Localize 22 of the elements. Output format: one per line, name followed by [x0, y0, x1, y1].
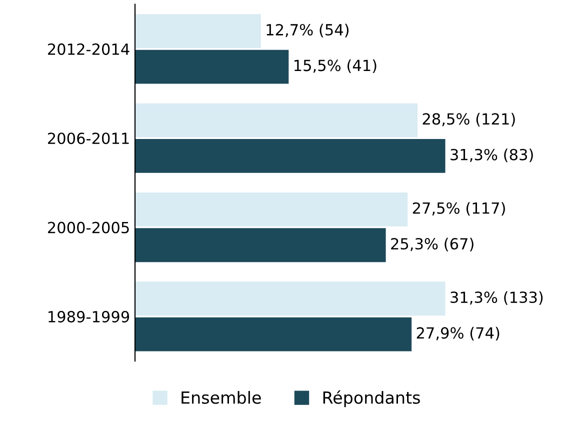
- bar: [135, 282, 446, 316]
- data-label: 15,5% (41): [294, 59, 376, 74]
- data-label: 31,3% (133): [450, 291, 543, 305]
- data-label: 27,9% (74): [416, 326, 500, 341]
- bar: [135, 103, 418, 138]
- bar: [135, 317, 412, 352]
- bar: [135, 228, 386, 262]
- legend-label: Ensemble: [182, 390, 261, 404]
- legend-label: Répondants: [323, 390, 420, 408]
- y-tick-label: 2006-2011: [48, 132, 129, 144]
- y-tick-label: 2000-2005: [48, 222, 129, 234]
- data-label: 27,5% (117): [412, 202, 505, 216]
- bar: [135, 14, 261, 48]
- data-label: 25,3% (67): [391, 238, 474, 252]
- y-tick-label: 2012-2014: [48, 43, 130, 55]
- y-tick-label: 1989-1999: [48, 310, 130, 322]
- data-label: 28,5% (121): [422, 112, 515, 127]
- bar: [135, 50, 289, 84]
- bar: [135, 139, 446, 173]
- bar: [135, 192, 408, 226]
- data-label: 31,3% (83): [450, 148, 533, 162]
- data-label: 12,7% (54): [266, 24, 349, 38]
